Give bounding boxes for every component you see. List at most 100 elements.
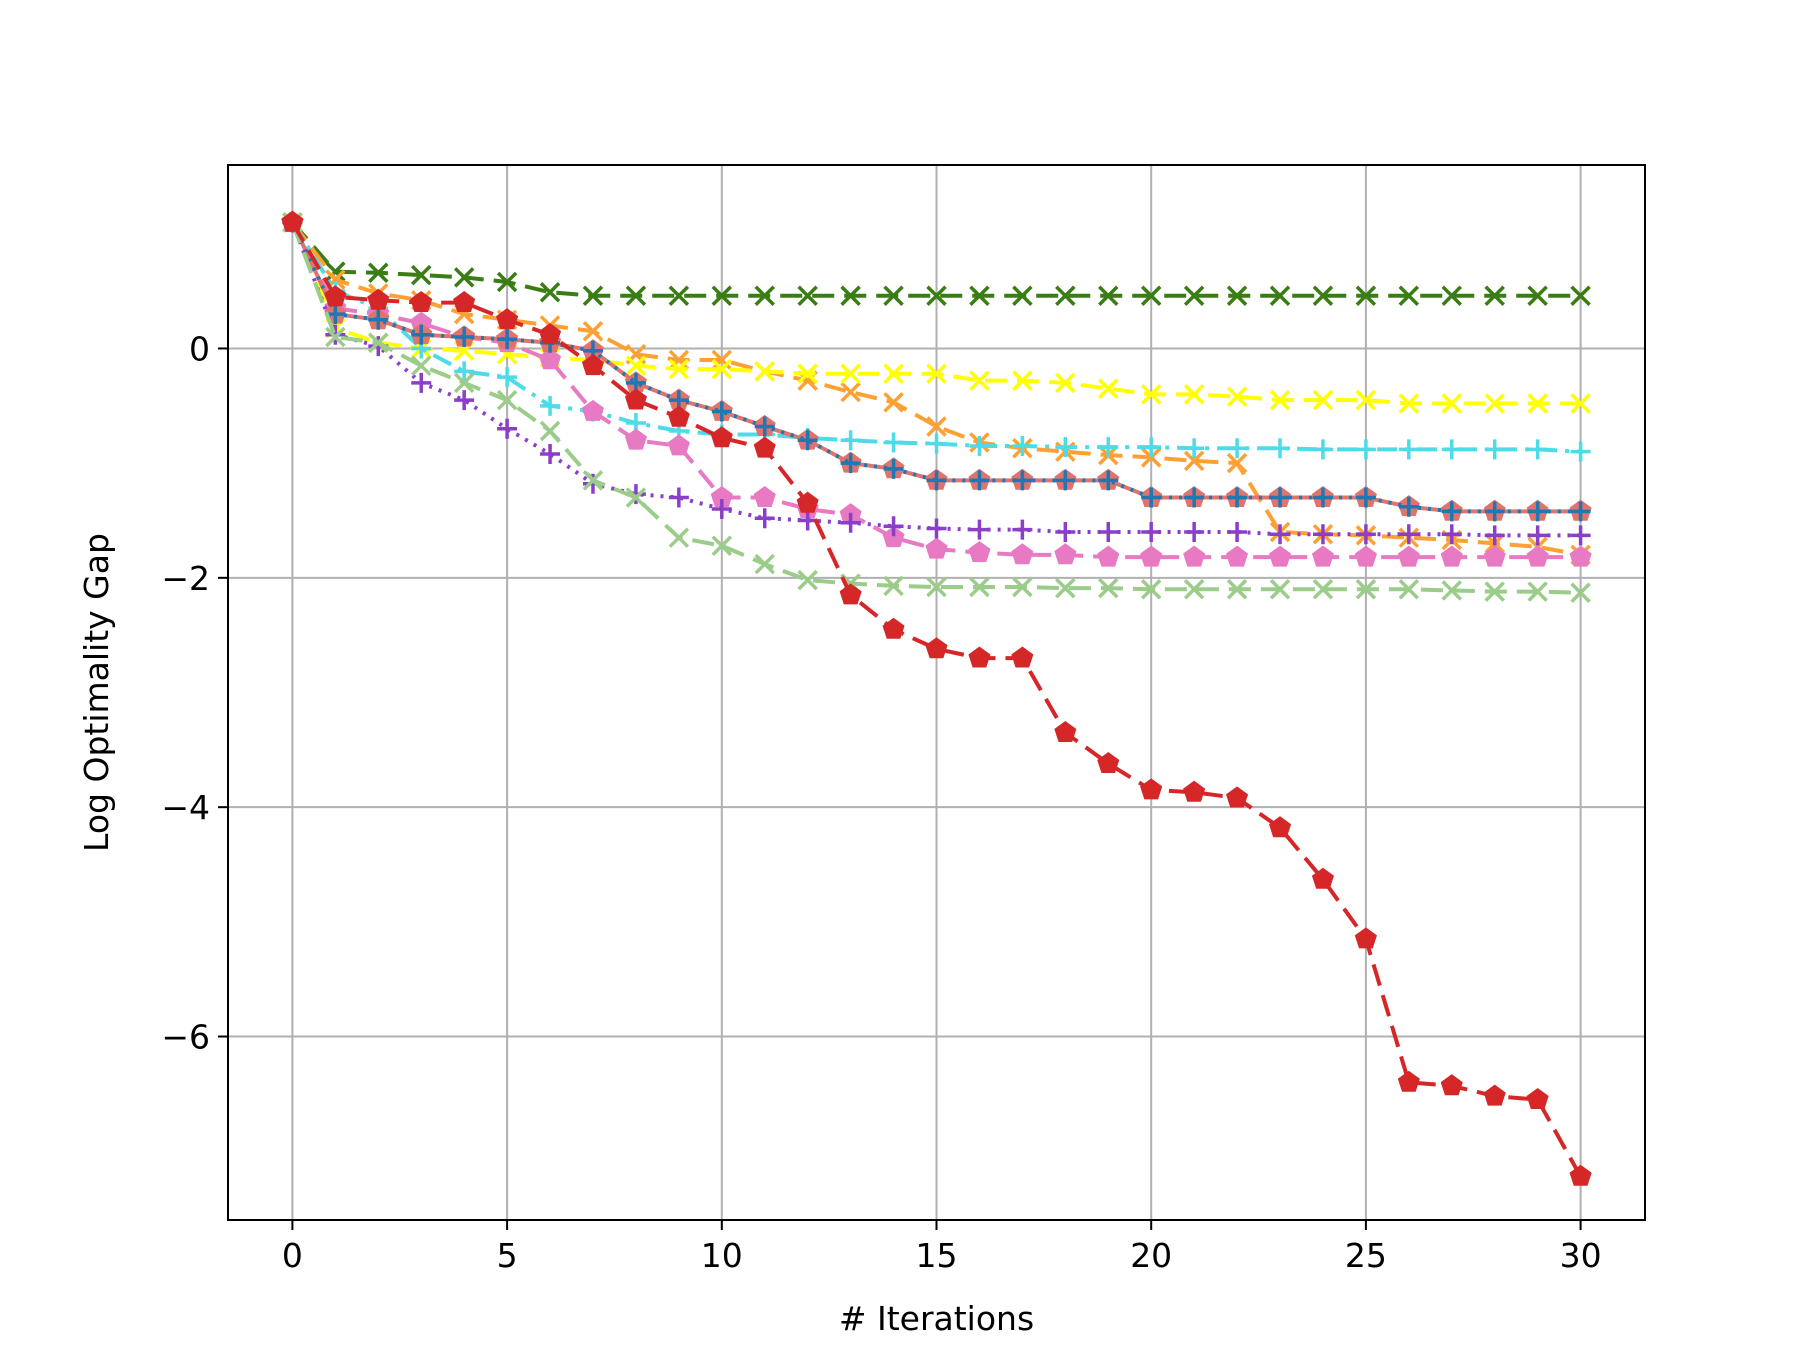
data-point	[1055, 372, 1076, 394]
data-point	[1440, 545, 1463, 567]
data-point	[1441, 439, 1462, 460]
data-point	[581, 354, 604, 376]
data-point	[1269, 545, 1292, 567]
data-point	[1398, 439, 1419, 460]
data-point	[1097, 751, 1120, 773]
data-point	[1398, 393, 1420, 414]
data-point	[1312, 389, 1334, 411]
data-point	[1183, 285, 1205, 306]
data-point	[711, 349, 733, 371]
data-point	[453, 372, 475, 394]
data-point	[754, 416, 775, 437]
data-point	[968, 646, 991, 668]
data-point	[1355, 487, 1376, 508]
data-point	[925, 537, 948, 559]
data-point	[1527, 581, 1548, 602]
data-point	[1141, 521, 1162, 542]
data-point	[1569, 1164, 1592, 1186]
data-point	[969, 519, 990, 540]
data-point	[926, 363, 947, 384]
data-point	[1441, 524, 1462, 545]
data-point	[410, 290, 433, 312]
data-point	[667, 405, 690, 427]
data-point	[1098, 521, 1119, 542]
data-point	[969, 285, 990, 306]
data-point	[1398, 524, 1419, 545]
data-point	[754, 361, 775, 382]
data-point	[840, 363, 861, 384]
data-point	[1527, 525, 1548, 546]
data-point	[1141, 437, 1162, 458]
data-point	[753, 436, 776, 458]
data-point	[539, 282, 561, 303]
data-point	[883, 458, 904, 479]
data-point	[1312, 579, 1334, 600]
data-point	[1227, 487, 1248, 508]
data-point	[1526, 545, 1549, 567]
x-tick-label: 5	[497, 1236, 518, 1275]
data-point	[1397, 545, 1420, 567]
y-tick-label: −2	[161, 559, 210, 598]
data-point	[753, 485, 776, 507]
data-point	[324, 285, 347, 307]
data-point	[1184, 487, 1205, 508]
data-point	[411, 324, 432, 345]
data-point	[1398, 579, 1420, 600]
data-point	[1226, 386, 1248, 407]
data-point	[1012, 519, 1033, 540]
data-point	[367, 288, 390, 310]
data-point	[926, 433, 947, 454]
data-point	[1226, 285, 1248, 306]
data-point	[711, 401, 732, 422]
data-point	[1440, 1074, 1463, 1096]
data-point	[1570, 441, 1591, 462]
data-point	[882, 617, 905, 639]
data-point	[1484, 285, 1505, 306]
data-point	[1227, 521, 1248, 542]
data-point	[925, 637, 948, 659]
data-point	[281, 210, 304, 232]
data-point	[711, 535, 733, 556]
data-point	[1140, 545, 1163, 567]
data-point	[1526, 1087, 1549, 1109]
data-point	[368, 262, 389, 284]
data-point	[883, 392, 904, 413]
data-point	[1140, 447, 1162, 468]
data-point	[840, 453, 861, 474]
data-point	[1270, 524, 1291, 545]
data-point	[540, 443, 561, 464]
data-point	[1312, 285, 1334, 306]
data-point	[1355, 285, 1377, 306]
data-point	[1570, 582, 1591, 603]
data-point	[1183, 780, 1206, 802]
data-point	[1269, 389, 1291, 411]
data-point	[410, 264, 432, 286]
data-point	[1483, 1084, 1506, 1106]
data-point	[539, 348, 562, 370]
data-point	[625, 285, 647, 306]
data-point	[1527, 439, 1548, 460]
data-point	[1527, 285, 1548, 306]
data-point	[1483, 545, 1506, 567]
data-point	[1140, 285, 1162, 306]
data-point	[1226, 452, 1248, 474]
data-point	[754, 508, 775, 529]
data-point	[581, 399, 604, 421]
y-tick-label: −4	[161, 788, 210, 827]
data-point	[839, 583, 862, 605]
data-point	[1441, 393, 1463, 414]
data-point	[1311, 545, 1334, 567]
data-point	[1441, 285, 1463, 306]
data-point	[796, 491, 819, 513]
data-point	[411, 372, 432, 393]
data-point	[926, 518, 947, 539]
data-point	[1055, 437, 1076, 458]
data-point	[797, 285, 818, 306]
data-point	[1012, 435, 1033, 456]
data-point	[1140, 778, 1163, 800]
data-point	[883, 285, 904, 306]
data-point	[1097, 545, 1120, 567]
data-point	[1570, 393, 1591, 414]
